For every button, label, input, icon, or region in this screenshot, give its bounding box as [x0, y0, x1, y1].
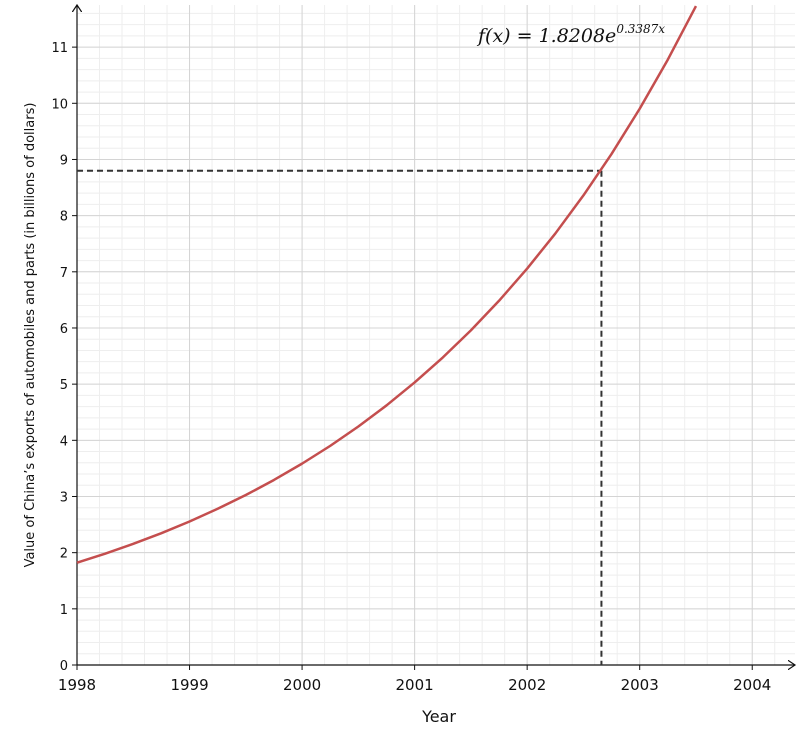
y-tick-label: 10 [51, 97, 68, 112]
plot [77, 5, 795, 665]
y-tick-label: 6 [60, 322, 68, 337]
x-tick-label: 2001 [396, 676, 434, 694]
x-tick-label: 2004 [733, 676, 771, 694]
y-tick-label: 9 [60, 153, 68, 168]
x-axis-label: Year [421, 707, 456, 726]
y-axis-label: Value of China’s exports of automobiles … [23, 103, 38, 568]
y-tick-label: 8 [60, 210, 68, 225]
curve [76, 5, 698, 564]
x-tick-label: 2002 [508, 676, 546, 694]
x-tick-label: 2000 [283, 676, 321, 694]
x-tick-label: 1998 [58, 676, 96, 694]
annotation-base: f(x) = 1.8208e [476, 25, 616, 47]
y-tick-label: 11 [51, 41, 68, 56]
x-tick-label: 1999 [170, 676, 208, 694]
y-tick-label: 4 [60, 434, 68, 449]
y-tick-label: 7 [60, 266, 68, 281]
annotation: f(x) = 1.8208e0.3387x [476, 22, 665, 47]
grid [72, 5, 795, 670]
y-tick-label: 3 [60, 490, 68, 505]
y-tick-label: 1 [60, 603, 68, 618]
x-tick-label: 2003 [621, 676, 659, 694]
y-tick-label: 2 [60, 547, 68, 562]
y-tick-label: 0 [60, 659, 68, 674]
annotation-exponent: 0.3387x [616, 22, 665, 36]
y-tick-label: 5 [60, 378, 68, 393]
